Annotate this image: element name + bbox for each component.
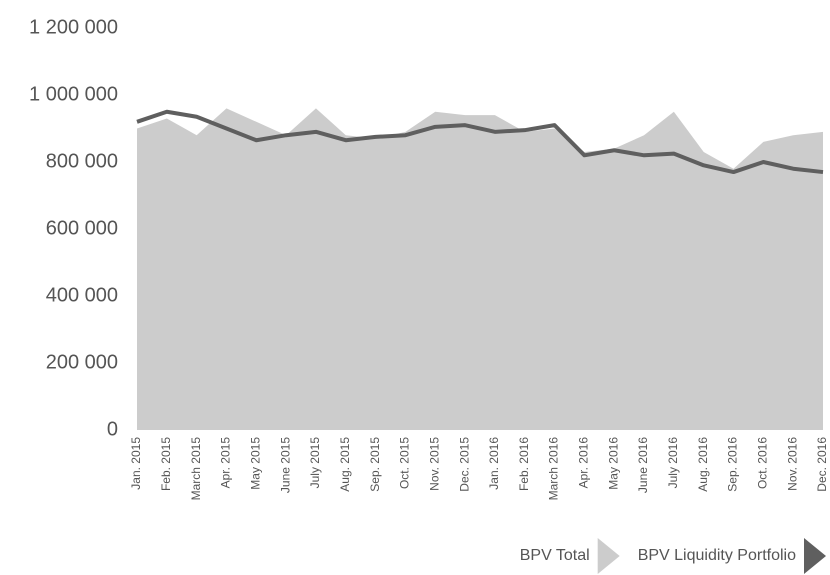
x-tick-label: Apr. 2016 [577, 437, 591, 489]
legend-label: BPV Total [520, 547, 590, 564]
y-tick-label: 600 000 [46, 217, 118, 239]
x-tick-label: Aug. 2016 [696, 437, 710, 492]
x-tick-label: Feb. 2015 [159, 437, 173, 491]
x-tick-label: Nov. 2016 [785, 437, 799, 491]
x-tick-label: May 2016 [606, 437, 620, 490]
x-tick-label: March 2016 [547, 437, 561, 501]
line [136, 109, 824, 175]
y-tick-label: 400 000 [46, 284, 118, 306]
y-tick-label: 800 000 [46, 150, 118, 172]
x-tick-label: June 2016 [636, 437, 650, 493]
x-tick-label: June 2015 [278, 437, 292, 493]
x-tick-label: Dec. 2015 [457, 437, 471, 492]
y-tick-label: 200 000 [46, 351, 118, 373]
y-tick-label: 0 [107, 418, 118, 440]
x-tick-label: May 2015 [248, 437, 262, 490]
legend-swatch [804, 538, 826, 574]
x-tick-label: Apr. 2015 [219, 437, 233, 489]
x-tick-label: Aug. 2015 [338, 437, 352, 492]
x-tick-label: Jan. 2016 [487, 437, 501, 490]
x-tick-label: Jan. 2015 [129, 437, 143, 490]
x-tick-label: Sep. 2016 [726, 437, 740, 492]
x-tick-label: March 2015 [189, 437, 203, 501]
x-tick-label: Oct. 2015 [398, 437, 412, 489]
x-tick-label: Feb. 2016 [517, 437, 531, 491]
x-tick-label: Sep. 2015 [368, 437, 382, 492]
x-tick-label: Dec. 2016 [815, 437, 829, 492]
area [137, 108, 823, 431]
legend-label: BPV Liquidity Portfolio [638, 547, 796, 564]
y-tick-label: 1 200 000 [29, 16, 118, 38]
x-tick-label: July 2016 [666, 437, 680, 489]
x-tick-label: July 2015 [308, 437, 322, 489]
x-tick-label: Nov. 2015 [427, 437, 441, 491]
legend-swatch [597, 538, 620, 574]
y-tick-label: 1 000 000 [29, 83, 118, 105]
x-tick-label: Oct. 2016 [756, 437, 770, 489]
